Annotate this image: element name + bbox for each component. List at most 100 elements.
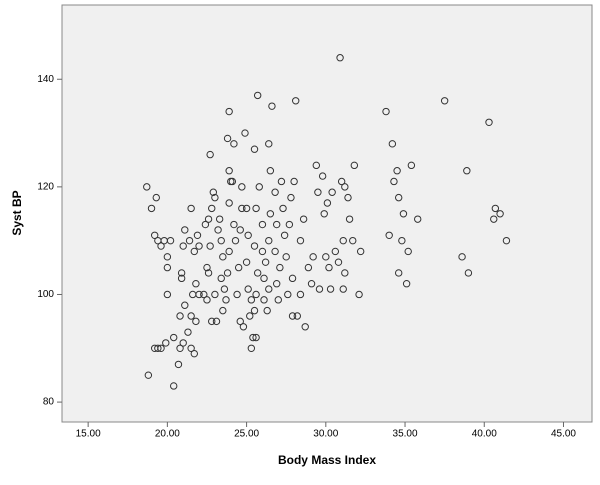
scatter-point [204,215,213,223]
scatter-point [170,382,178,390]
scatter-point [399,210,408,218]
x-axis-title: Body Mass Index [278,453,376,467]
scatter-point [285,220,294,229]
scatter-point [179,242,187,250]
scatter-point [187,344,195,352]
scatter-point [274,296,282,304]
scatter-point [163,253,172,261]
scatter-point [246,312,254,320]
scatter-point [382,107,390,116]
scatter-point [184,328,192,336]
scatter-point [152,193,160,202]
scatter-point [244,285,252,293]
scatter-point [288,312,297,320]
scatter-point [200,290,208,299]
scatter-point [341,269,349,277]
scatter-point [282,253,290,261]
scatter-point [222,296,230,304]
scatter-point [279,204,287,213]
scatter-point [177,269,186,277]
scatter-point [331,247,340,256]
y-tick-label: 80 [43,397,55,408]
scatter-point [407,161,416,170]
x-tick-label: 40.00 [472,429,497,440]
scatter-point [341,183,349,191]
scatter-point [206,150,214,159]
scatter-point [328,188,336,196]
scatter-point [276,263,284,272]
scatter-point [258,247,267,256]
scatter-point [150,231,159,239]
scatter-point [265,140,273,148]
scatter-point [336,54,344,62]
scatter-point [404,247,412,256]
scatter-point [309,253,317,261]
scatter-point [252,204,260,213]
scatter-point [258,220,267,229]
scatter-point [214,226,222,234]
scatter-point [250,145,259,153]
scatter-point [250,306,259,315]
scatter-point [201,220,210,229]
scatter-point [192,280,200,288]
scatter-point [236,226,244,234]
scatter-point [225,107,233,116]
scatter-point [157,242,165,250]
scatter-point [464,269,473,277]
x-tick-label: 25.00 [234,429,259,440]
scatter-point [402,280,411,288]
scatter-point [242,204,251,213]
scatter-point [296,236,305,245]
scatter-point [393,167,401,175]
scatter-point [293,312,301,320]
scatter-point [223,134,232,143]
scatter-point [271,247,279,256]
scatter-point [315,285,324,293]
scatter-point [238,183,246,191]
scatter-point [265,236,273,245]
scatter-point [225,247,233,256]
scatter-point [209,188,218,196]
scatter-point [390,177,398,186]
scatter-point [208,204,216,213]
x-tick-label: 20.00 [155,429,180,440]
scatter-point [323,199,332,207]
scatter-point [154,344,162,352]
scatter-point [238,204,246,213]
scatter-point [345,215,354,223]
scatter-point [203,263,211,272]
scatter-point [398,236,406,245]
scatter-point [208,317,216,326]
scatter-point [339,236,347,245]
scatter-point [219,306,227,315]
scatter-point [236,317,244,326]
scatter-point [230,140,238,148]
scatter-point [349,236,357,245]
scatter-point [195,242,203,250]
x-tick-label: 15.00 [76,429,101,440]
scatter-point [339,285,347,293]
scatter-point [322,253,330,261]
scatter-point [242,258,251,266]
scatter-point [203,296,211,304]
scatter-point [217,236,225,245]
scatter-point [502,236,511,245]
scatter-point [261,258,270,266]
scatter-point [225,167,233,175]
scatter-point [250,242,259,250]
scatter-point [187,312,195,320]
scatter-point [157,344,165,352]
scatter-point [260,296,268,304]
scatter-point [307,280,316,288]
scatter-point [325,263,333,272]
scatter-point [253,91,262,100]
scatter-point [266,210,275,218]
scatter-point [334,258,343,266]
scatter-point [385,231,393,239]
scatter-point [414,215,422,223]
scatter-point [206,242,214,250]
x-tick-label: 30.00 [313,429,338,440]
scatter-point [272,280,281,288]
scatter-point [241,129,249,137]
scatter-point [277,177,286,186]
